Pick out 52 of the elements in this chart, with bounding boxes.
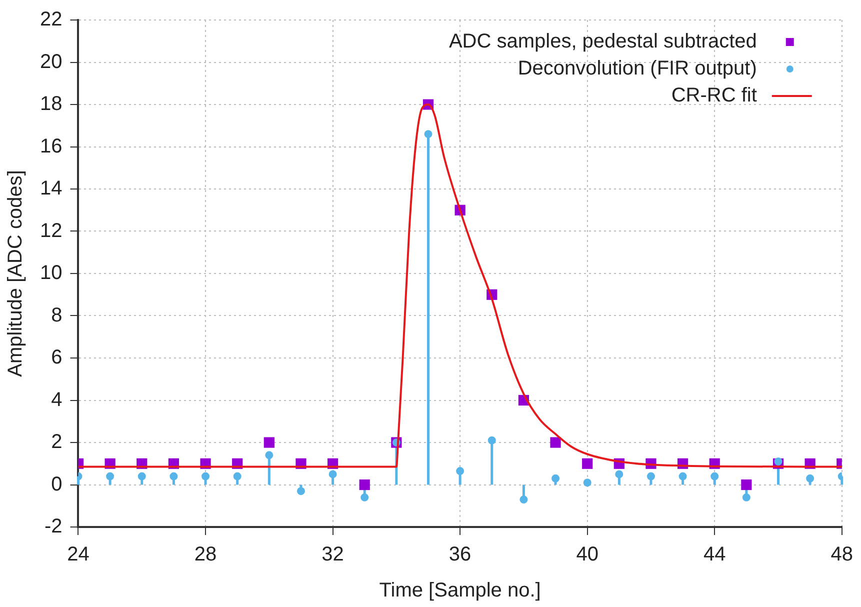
point <box>741 479 752 490</box>
point <box>615 470 624 478</box>
x-tick-label: 32 <box>322 544 344 566</box>
point <box>583 478 592 487</box>
point <box>264 437 274 448</box>
point <box>710 472 719 480</box>
point <box>582 458 593 469</box>
point <box>170 472 178 480</box>
point <box>646 472 655 480</box>
x-tick-label: 44 <box>703 544 726 566</box>
point <box>359 479 370 490</box>
point <box>806 474 814 482</box>
y-tick-label: 0 <box>51 473 62 496</box>
point <box>296 487 305 496</box>
point <box>456 467 464 476</box>
y-tick-label: 14 <box>40 178 62 200</box>
legend-label: Deconvolution (FIR output) <box>518 58 757 80</box>
point <box>328 470 337 478</box>
x-axis-title: Time [Sample no.] <box>379 580 541 602</box>
y-tick-label: 16 <box>40 135 62 158</box>
point <box>488 436 496 444</box>
point <box>360 493 369 502</box>
point <box>774 458 782 466</box>
point <box>233 472 242 480</box>
y-tick-label: -2 <box>44 516 62 538</box>
y-tick-label: 6 <box>51 346 62 369</box>
point <box>552 474 560 482</box>
point <box>202 472 210 480</box>
point <box>550 437 561 448</box>
point <box>265 451 274 460</box>
y-tick-label: 22 <box>40 8 62 31</box>
x-tick-label: 48 <box>830 544 853 566</box>
x-tick-label: 24 <box>67 544 90 566</box>
y-tick-label: 20 <box>40 50 62 73</box>
legend-label: CR-RC fit <box>671 84 758 107</box>
y-tick-label: 8 <box>51 304 62 326</box>
y-tick-label: 4 <box>51 388 62 411</box>
point <box>678 472 687 480</box>
x-tick-label: 40 <box>576 544 598 566</box>
legend-label: ADC samples, pedestal subtracted <box>448 30 757 53</box>
point <box>138 472 146 480</box>
x-tick-label: 28 <box>194 544 217 566</box>
point <box>424 130 432 138</box>
y-tick-label: 2 <box>51 431 62 454</box>
point <box>520 496 528 504</box>
point <box>106 472 114 480</box>
y-axis-title: Amplitude [ADC codes] <box>4 170 27 377</box>
point <box>742 493 750 502</box>
y-tick-label: 18 <box>40 93 62 116</box>
y-tick-label: 12 <box>40 220 62 242</box>
y-tick-label: 10 <box>40 262 62 284</box>
x-tick-label: 36 <box>448 544 472 566</box>
